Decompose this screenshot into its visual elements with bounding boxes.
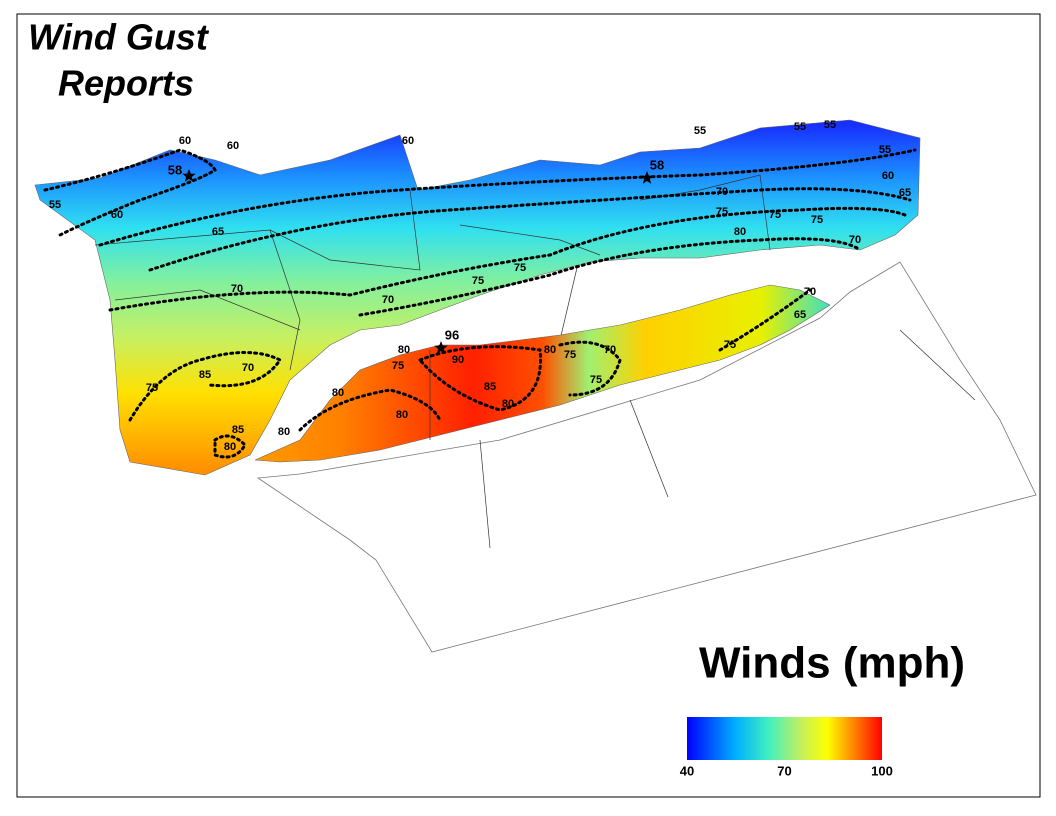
title-line: Wind Gust — [28, 17, 210, 58]
contour-label: 70 — [604, 344, 616, 356]
long-island — [254, 284, 831, 463]
report-value: 58 — [650, 157, 664, 172]
contour-label: 85 — [232, 424, 244, 436]
report-star — [640, 171, 654, 184]
contour-label: 75 — [724, 339, 736, 351]
contour-label: 85 — [199, 369, 211, 381]
contour-label: 80 — [544, 344, 556, 356]
contour-label: 60 — [179, 135, 191, 147]
contour-label: 80 — [734, 226, 746, 238]
contour-label: 55 — [694, 125, 706, 137]
contour-label: 70 — [382, 294, 394, 306]
contour-label: 75 — [472, 275, 484, 287]
contour-label: 70 — [804, 286, 816, 298]
contour-label: 60 — [402, 135, 414, 147]
contour-label: 60 — [111, 209, 123, 221]
contour-label: 55 — [794, 121, 806, 133]
mainland — [34, 119, 921, 476]
contour-label: 55 — [879, 144, 891, 156]
legend-tick-label: 100 — [871, 763, 893, 778]
contours — [43, 148, 917, 459]
contour-label: 75 — [392, 360, 404, 372]
contour-label: 90 — [452, 354, 464, 366]
report-value: 96 — [445, 327, 459, 342]
contour-label: 70 — [849, 234, 861, 246]
contour-label: 80 — [332, 387, 344, 399]
contour-label: 80 — [278, 426, 290, 438]
contour-label: 75 — [811, 214, 823, 226]
dynamic-layer: 40 70 100 58 58 96 55 60 60 60 60 65 70 70 75 75 55 55 55 7… — [49, 119, 911, 779]
contour-label: 70 — [231, 283, 243, 295]
contour-label: 75 — [146, 382, 158, 394]
contour-label: 80 — [398, 344, 410, 356]
contour-label: 75 — [590, 374, 602, 386]
contour-label: 75 — [769, 209, 781, 221]
contour-label: 60 — [227, 140, 239, 152]
contour-label: 70 — [242, 362, 254, 374]
contour-label: 80 — [502, 398, 514, 410]
report-value: 58 — [168, 162, 182, 177]
zone-lines — [479, 254, 976, 549]
report-star — [434, 341, 448, 354]
contour-label: 60 — [882, 170, 894, 182]
contour-label: 75 — [716, 206, 728, 218]
contour-label: 65 — [899, 187, 911, 199]
ocean-zone — [256, 261, 1037, 653]
report-star — [182, 169, 196, 182]
contour-label: 75 — [514, 262, 526, 274]
contour-label: 65 — [794, 309, 806, 321]
county-lines — [94, 174, 771, 440]
title-line: Reports — [58, 63, 194, 104]
contour-label: 65 — [212, 226, 224, 238]
legend-tick-label: 70 — [777, 763, 791, 778]
color-bar — [687, 717, 882, 760]
legend-title: Winds (mph) — [699, 639, 965, 688]
legend-tick-label: 40 — [680, 763, 694, 778]
contour-label: 55 — [49, 199, 61, 211]
contour-label: 80 — [224, 441, 236, 453]
contour-label: 75 — [564, 349, 576, 361]
contour-label: 55 — [824, 119, 836, 131]
contour-label: 70 — [716, 186, 728, 198]
contour-label: 85 — [484, 381, 496, 393]
contour-label: 80 — [396, 409, 408, 421]
